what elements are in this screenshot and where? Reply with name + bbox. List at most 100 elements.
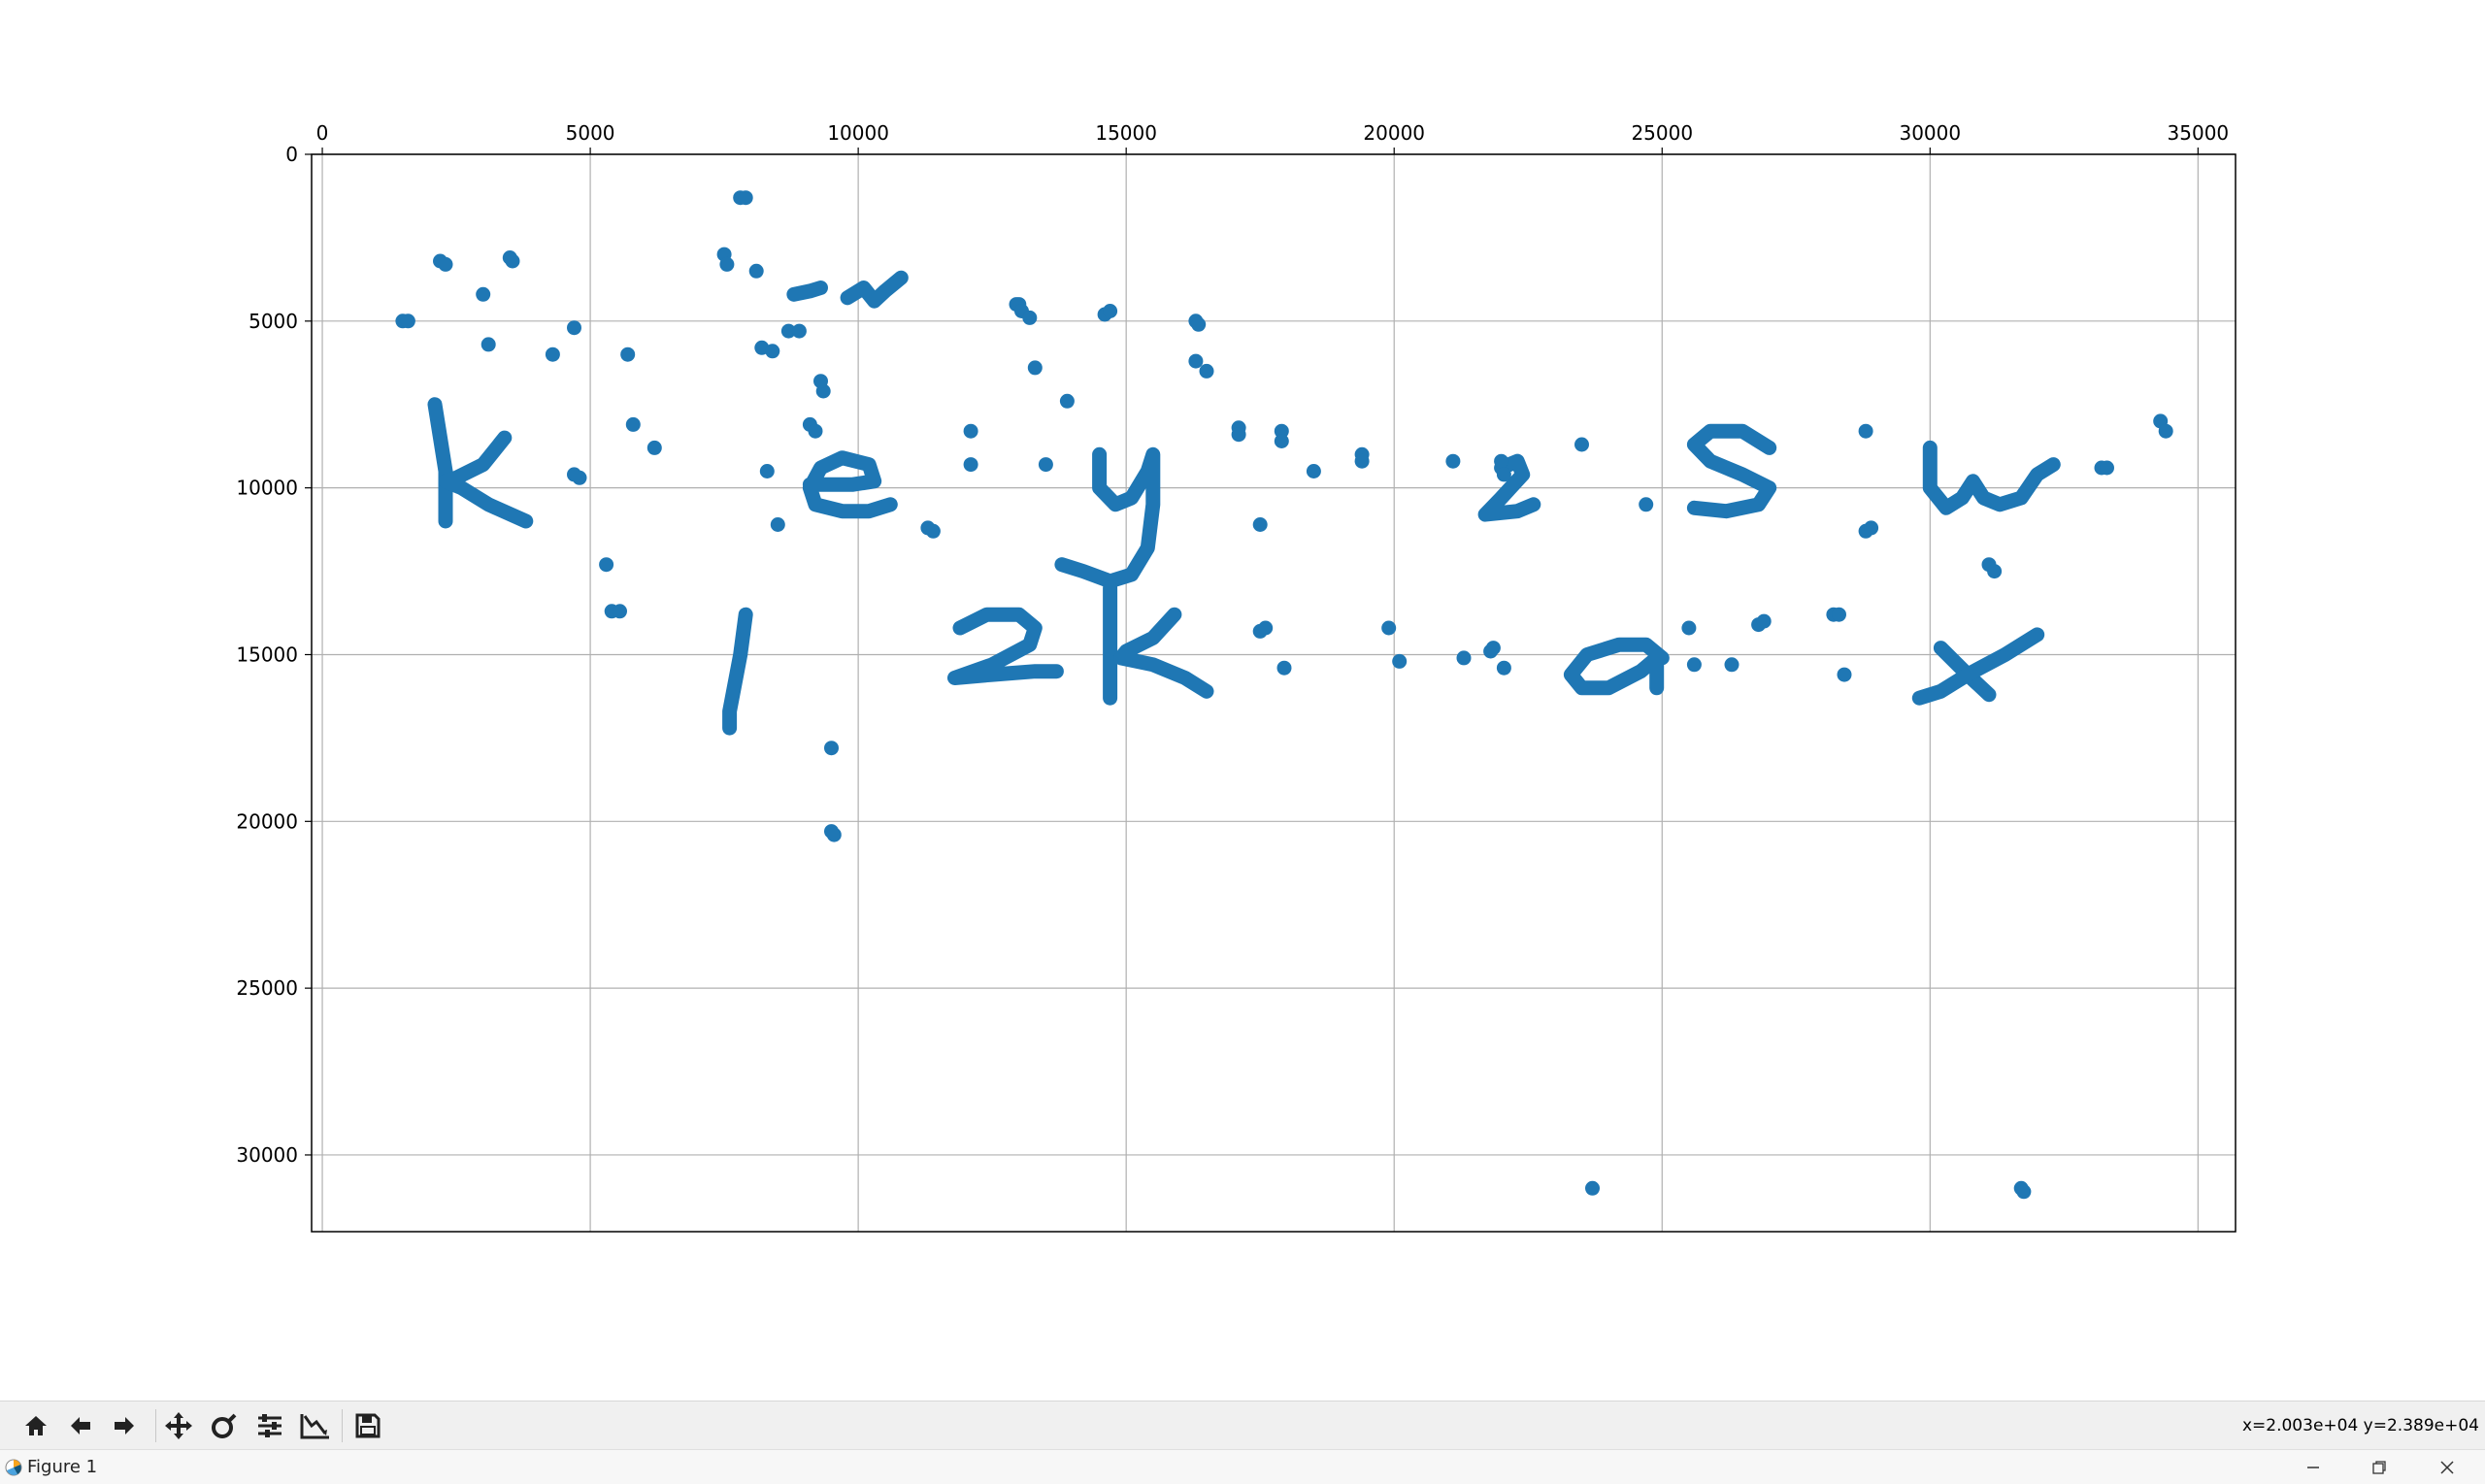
save-button[interactable] xyxy=(348,1408,387,1443)
data-point xyxy=(813,374,828,389)
zoom-icon xyxy=(212,1413,237,1438)
data-point xyxy=(1832,607,1846,622)
data-point xyxy=(545,346,560,362)
data-point xyxy=(476,286,491,302)
axes-edit-icon xyxy=(300,1414,329,1439)
stroke-path xyxy=(1477,453,1541,522)
data-point xyxy=(1639,497,1654,512)
data-point xyxy=(759,464,775,478)
data-point xyxy=(1681,620,1697,636)
data-point xyxy=(1231,427,1246,443)
plot-area: 0 5000 10000 15000 20000 25000 30000 35000 0 500… xyxy=(236,121,2236,1233)
back-button[interactable] xyxy=(61,1408,100,1443)
arrow-right-icon xyxy=(115,1417,134,1435)
restore-button[interactable] xyxy=(2347,1450,2411,1484)
data-point xyxy=(1103,304,1118,318)
data-point xyxy=(567,320,581,336)
data-point xyxy=(963,457,978,473)
data-point xyxy=(1756,613,1772,629)
y-tick-label: 30000 xyxy=(236,1143,298,1167)
data-point xyxy=(738,190,753,206)
forward-button[interactable] xyxy=(105,1408,144,1443)
data-point xyxy=(1188,353,1204,369)
data-point xyxy=(1258,620,1274,636)
arrow-left-icon xyxy=(71,1417,90,1435)
x-tick-label: 5000 xyxy=(566,121,615,145)
y-tick-label: 10000 xyxy=(236,477,298,500)
data-point xyxy=(1496,467,1511,482)
data-point xyxy=(400,313,415,329)
x-tick-label: 10000 xyxy=(827,121,889,145)
data-point xyxy=(765,344,780,359)
data-point xyxy=(1496,660,1511,676)
data-point xyxy=(925,523,941,539)
home-button[interactable] xyxy=(17,1408,55,1443)
data-point xyxy=(1274,434,1289,448)
stroke-path xyxy=(1113,607,1214,699)
x-tick-label: 35000 xyxy=(2168,121,2230,145)
data-point xyxy=(505,253,520,269)
data-point xyxy=(480,337,496,352)
stroke-path xyxy=(1054,446,1161,589)
home-icon xyxy=(25,1416,47,1435)
data-point xyxy=(1191,316,1207,332)
y-tick-label: 20000 xyxy=(236,809,298,833)
data-point xyxy=(1059,393,1075,409)
data-point xyxy=(748,263,764,279)
minimize-button[interactable] xyxy=(2281,1450,2345,1484)
window-title: Figure 1 xyxy=(27,1457,98,1477)
data-point xyxy=(791,323,807,339)
data-points xyxy=(395,190,2173,1200)
grid-lines xyxy=(312,153,2236,1232)
x-tick-label: 15000 xyxy=(1095,121,1157,145)
data-point xyxy=(613,604,627,619)
y-tick-label: 15000 xyxy=(236,643,298,666)
y-tick-label: 25000 xyxy=(236,976,298,1000)
data-point xyxy=(1494,453,1509,469)
data-point xyxy=(2016,1184,2032,1200)
stroke-path xyxy=(722,607,753,736)
axes-frame xyxy=(311,153,2236,1233)
data-point xyxy=(567,467,581,482)
move-icon xyxy=(165,1412,192,1439)
data-point xyxy=(1864,520,1879,536)
close-button[interactable] xyxy=(2415,1450,2479,1484)
x-tick-label: 30000 xyxy=(1899,121,1961,145)
x-tick-label: 20000 xyxy=(1363,121,1425,145)
x-tick-label: 0 xyxy=(316,121,329,145)
window-titlebar: Figure 1 xyxy=(0,1449,2485,1484)
stroke-path xyxy=(786,280,828,302)
stroke-path xyxy=(1686,423,1777,519)
stroke-path xyxy=(1911,627,2045,706)
data-point xyxy=(1381,620,1397,636)
data-point xyxy=(1392,653,1408,669)
sliders-icon xyxy=(258,1414,282,1437)
pan-button[interactable] xyxy=(159,1408,198,1443)
floppy-disk-icon xyxy=(355,1413,381,1438)
data-point xyxy=(824,741,839,756)
y-tick-label: 0 xyxy=(285,143,298,166)
data-point xyxy=(1027,360,1043,376)
data-point xyxy=(1252,517,1268,532)
data-point xyxy=(780,323,796,339)
stroke-path xyxy=(1922,440,2061,515)
data-point xyxy=(625,416,641,432)
stroke-path xyxy=(947,607,1064,685)
stroke-path xyxy=(840,270,909,309)
data-point xyxy=(1837,667,1852,682)
data-point xyxy=(826,827,842,842)
data-point xyxy=(1485,641,1501,656)
data-point xyxy=(808,423,823,439)
customize-button[interactable] xyxy=(296,1408,335,1443)
x-ticks: 0 5000 10000 15000 20000 25000 30000 35000 xyxy=(316,121,2229,154)
restore-icon xyxy=(2372,1460,2386,1474)
subplots-button[interactable] xyxy=(250,1408,289,1443)
zoom-button[interactable] xyxy=(205,1408,244,1443)
data-point xyxy=(719,256,735,272)
data-point xyxy=(1686,657,1702,673)
data-point xyxy=(1724,657,1740,673)
matplotlib-icon xyxy=(5,1459,22,1476)
data-point xyxy=(1858,423,1873,439)
data-point xyxy=(1585,1180,1600,1196)
data-point xyxy=(1445,453,1461,469)
